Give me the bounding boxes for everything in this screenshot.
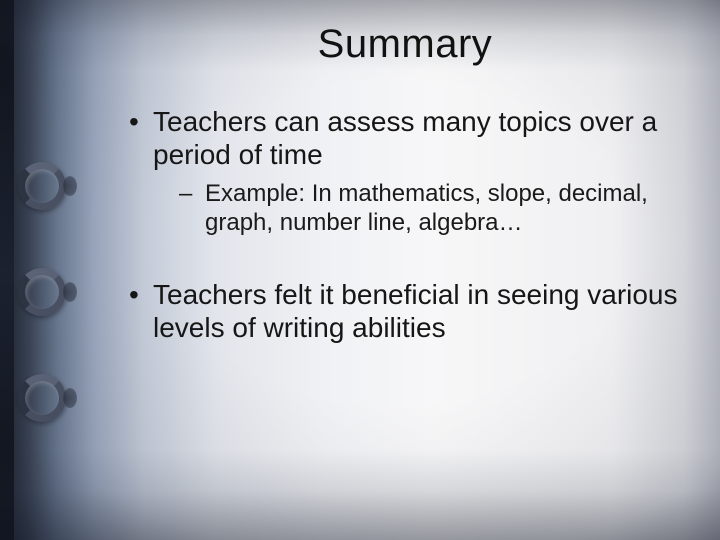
sub-bullet-list: Example: In mathematics, slope, decimal,… <box>153 179 685 238</box>
bullet-item: Teachers can assess many topics over a p… <box>125 105 685 238</box>
binder-ring-icon <box>18 268 66 316</box>
slide-title: Summary <box>125 22 685 67</box>
sub-bullet-item: Example: In mathematics, slope, decimal,… <box>153 179 685 238</box>
bullet-item: Teachers felt it beneficial in seeing va… <box>125 278 685 344</box>
binder-ring-icon <box>18 162 66 210</box>
bullet-text: Teachers can assess many topics over a p… <box>153 106 657 170</box>
bullet-list: Teachers can assess many topics over a p… <box>125 105 685 344</box>
binder-ring-icon <box>18 374 66 422</box>
binder-spine <box>0 0 14 540</box>
decorative-shadow <box>0 450 720 540</box>
sub-bullet-text: Example: In mathematics, slope, decimal,… <box>205 180 648 236</box>
slide-content: Summary Teachers can assess many topics … <box>125 22 685 354</box>
bullet-text: Teachers felt it beneficial in seeing va… <box>153 279 678 343</box>
